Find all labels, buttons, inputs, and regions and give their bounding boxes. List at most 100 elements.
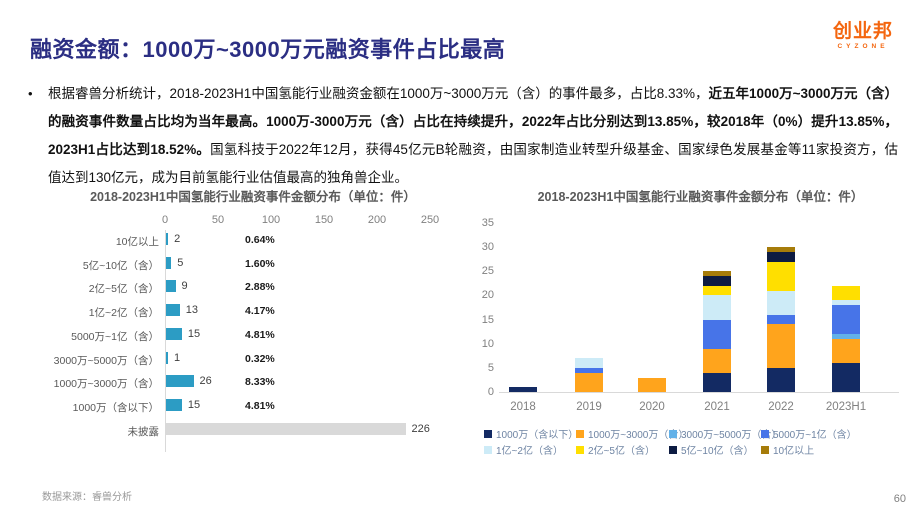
bar-segment [767,261,795,291]
legend-item: 10亿以上 [761,442,814,457]
x-tick-label: 150 [314,214,334,226]
bullet-point: • [28,86,33,101]
legend-item: 1000万~3000万（含） [576,426,688,441]
y-tick-label: 10 [481,337,494,350]
legend-swatch [576,445,584,454]
row-value: 2 [174,233,181,245]
legend-swatch [484,445,492,454]
body-text: 根据睿兽分析统计，2018-2023H1中国氢能行业融资金额在1000万~300… [30,80,898,192]
bar-segment [703,271,731,277]
bar-segment [832,338,860,363]
x-year-label: 2020 [639,401,665,413]
row-value: 5 [177,256,184,269]
x-tick-label: 0 [161,214,169,226]
x-year-label: 2023H1 [825,401,867,413]
legend-label: 3000万~5000万（含） [681,430,782,441]
x-year-label: 2021 [704,401,730,413]
legend-item: 1亿~2亿（含） [484,442,563,457]
bar-segment [575,358,603,368]
row-bar [166,422,406,435]
row-value: 15 [187,327,201,340]
legend-swatch [576,429,584,438]
row-percent: 0.64% [245,234,275,246]
y-tick-label: 15 [481,313,494,326]
bar-segment [832,285,860,301]
y-tick-label: 0 [487,386,494,398]
cyzone-logo: 创业邦 CYZONE [820,22,906,51]
body-paragraph: • 根据睿兽分析统计，2018-2023H1中国氢能行业融资金额在1000万~3… [28,80,898,192]
bar-segment [832,363,860,392]
legend-swatch [761,429,769,438]
legend-label: 1亿~2亿（含） [496,446,563,457]
body-segment: 国氢科技于2022年12月，获得45亿元B轮融资，由国家制造业转型升级基金、国家… [48,142,898,185]
row-value: 226 [411,422,430,435]
bar-segment [703,295,731,320]
legend-item: 3000万~5000万（含） [669,426,781,441]
bar-segment [703,285,731,296]
bar-segment [767,314,795,325]
x-year-label: 2019 [576,401,602,413]
row-label: 未披露 [127,425,160,438]
row-percent: 0.32% [245,352,275,365]
bar-segment [638,377,666,392]
bar-segment [575,367,603,373]
legend-label: 5亿~10亿（含） [681,446,754,457]
legend-item: 1000万（含以下） [484,426,578,441]
row-value: 15 [187,398,201,411]
bar-segment [767,290,795,315]
row-bar [166,233,169,245]
legend-item: 5亿~10亿（含） [669,442,754,457]
row-percent: 4.81% [245,399,275,412]
bar-segment [767,251,795,262]
bar-segment [703,319,731,349]
row-value: 13 [185,304,199,317]
legend-label: 5000万~1亿（含） [773,430,857,441]
row-percent: 1.60% [245,257,275,270]
bar-segment [703,348,731,373]
bar-segment [575,372,603,392]
x-tick-label: 200 [367,214,387,226]
row-label: 1亿~2亿（含） [88,307,159,320]
body-segment: 根据睿兽分析统计，2018-2023H1中国氢能行业融资金额在1000万~300… [48,86,709,101]
bar-segment [703,372,731,392]
bar-segment [767,324,795,368]
logo-subtitle: CYZONE [837,43,889,50]
bar-segment [703,276,731,286]
row-bar [166,327,182,340]
row-label: 2亿~5亿（含） [88,283,159,296]
x-year-label: 2022 [768,401,794,413]
bar-segment [767,247,795,252]
row-label: 3000万~5000万（含） [53,354,159,367]
x-tick-label: 50 [211,214,225,226]
row-percent: 2.88% [245,281,275,294]
bar-segment [832,300,860,306]
row-bar [166,398,182,411]
bar-segment [832,305,860,335]
x-axis-line [499,392,899,393]
y-tick-label: 5 [487,361,494,374]
y-tick-label: 30 [481,241,494,254]
legend-label: 10亿以上 [773,446,815,457]
row-percent: 8.33% [245,376,275,389]
bar-segment [509,387,537,392]
body-segment: 近五年1000万~3000万元（含）的融资事件数量占比均为当年最高。1000万-… [48,86,898,157]
bar-segment [767,367,795,392]
legend-label: 1000万~3000万（含） [588,430,689,441]
left-chart-title: 2018-2023H1中国氢能行业融资事件金额分布（单位：件） [90,190,416,204]
row-percent: 4.17% [245,305,275,318]
row-bar [166,304,180,317]
legend-swatch [484,429,492,438]
legend-swatch [761,445,769,454]
x-tick-label: 250 [420,214,440,226]
y-tick-label: 35 [481,216,494,229]
row-label: 1000万~3000万（含） [53,378,159,391]
row-label: 1000万（含以下） [72,401,159,414]
row-value: 9 [181,280,188,293]
left-chart: 2018-2023H1中国氢能行业融资事件金额分布（单位：件） 0 50 100 15… [38,186,468,466]
legend-item: 2亿~5亿（含） [576,442,655,457]
right-chart: 2018-2023H1中国氢能行业融资事件金额分布（单位：件） 0 5 10 15 20… [478,186,923,486]
bar-segment [832,334,860,339]
row-bar [166,375,194,388]
row-label: 5000万~1亿（含） [71,330,159,343]
